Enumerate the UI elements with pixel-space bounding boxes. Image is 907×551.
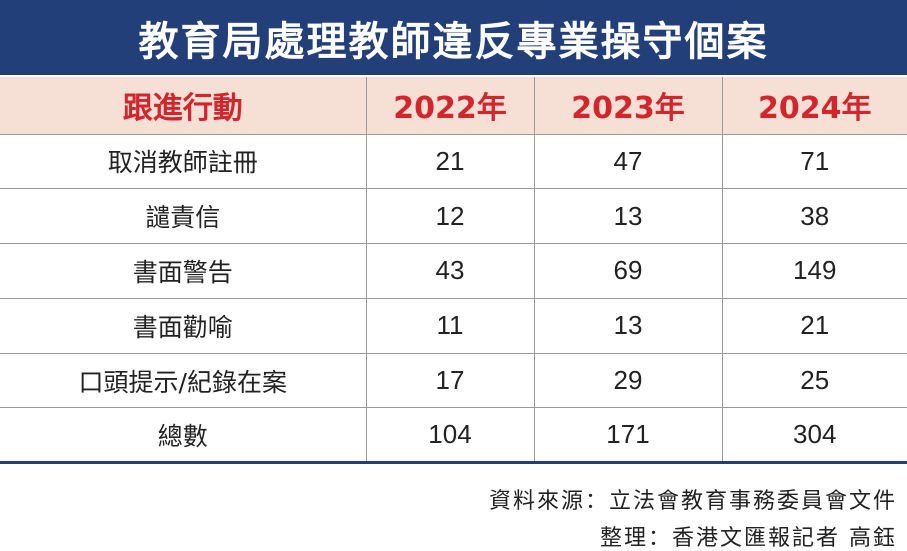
table-row: 譴責信 12 13 38	[0, 188, 907, 244]
page-title: 教育局處理教師違反專業操守個案	[138, 18, 769, 65]
cell-2023: 29	[534, 352, 723, 408]
row-action: 口頭提示/紀錄在案	[0, 352, 367, 408]
header-action: 跟進行動	[0, 77, 367, 134]
credit-note: 整理：香港文匯報記者 高鈺	[600, 526, 897, 551]
cell-2022: 12	[366, 188, 535, 244]
cell-2024: 38	[722, 188, 907, 244]
cell-2024: 71	[722, 133, 907, 189]
row-action: 譴責信	[0, 188, 367, 244]
cell-2022: 43	[366, 243, 535, 299]
header-2022: 2022年	[366, 77, 535, 134]
header-2023: 2023年	[534, 77, 723, 134]
table-row: 書面警告 43 69 149	[0, 243, 907, 299]
cell-2023: 47	[534, 133, 723, 189]
cell-2022: 17	[366, 352, 535, 408]
table-header-row: 跟進行動 2022年 2023年 2024年	[0, 77, 907, 134]
table-row-total: 總數 104 171 304	[0, 407, 907, 465]
source-note: 資料來源：立法會教育事務委員會文件	[488, 489, 897, 514]
table-row: 口頭提示/紀錄在案 17 29 25	[0, 352, 907, 408]
cell-2024: 149	[722, 243, 907, 299]
row-action: 總數	[0, 407, 367, 465]
title-bar: 教育局處理教師違反專業操守個案	[0, 0, 907, 75]
cell-2023: 69	[534, 243, 723, 299]
table-row: 書面勸喻 11 13 21	[0, 297, 907, 354]
cell-2022: 11	[366, 297, 535, 354]
cell-2024: 25	[722, 352, 907, 408]
cell-2022: 21	[366, 133, 535, 189]
cell-2023: 13	[534, 297, 723, 354]
cell-2023: 171	[534, 407, 723, 465]
row-action: 書面警告	[0, 243, 367, 299]
cell-2022: 104	[366, 407, 535, 465]
cell-2023: 13	[534, 188, 723, 244]
header-2024: 2024年	[722, 77, 907, 134]
row-action: 取消教師註冊	[0, 133, 367, 189]
cell-2024: 304	[722, 407, 907, 465]
row-action: 書面勸喻	[0, 297, 367, 354]
data-table: 跟進行動 2022年 2023年 2024年 取消教師註冊 21 47 71 譴…	[0, 77, 907, 465]
cell-2024: 21	[722, 297, 907, 354]
table-row: 取消教師註冊 21 47 71	[0, 133, 907, 189]
